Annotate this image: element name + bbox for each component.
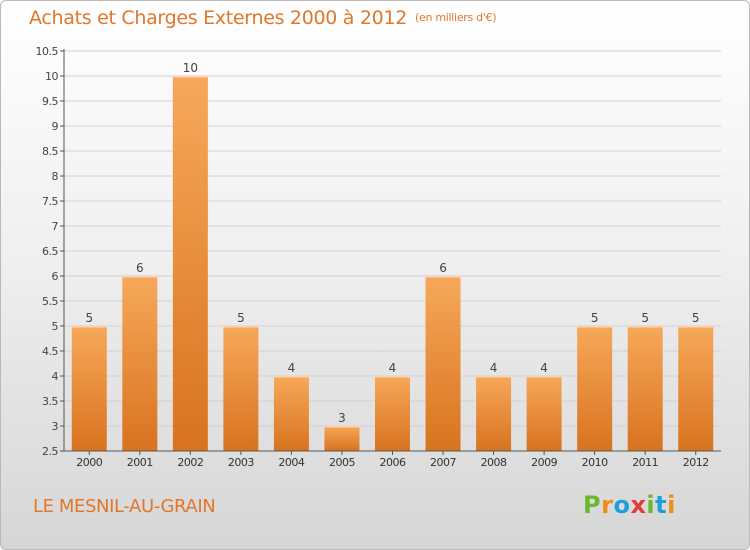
x-tick-label: 2011 [632,456,658,469]
y-tick-label: 8.5 [42,145,58,158]
data-label: 10 [183,61,198,75]
bar-highlight [273,376,309,378]
bars [71,76,714,451]
x-tick-label: 2009 [531,456,557,469]
title-text: Achats et Charges Externes 2000 à 2012 [29,7,408,29]
logo-letter: o [613,491,631,519]
y-tick-label: 9 [52,120,59,133]
proxiti-logo: Proxiti [583,491,676,519]
tick-labels: 2.5 3 3.5 4 4.5 5 5.5 6 6.5 7 7.5 8 8.5 9 9.5 10 10.5 200… [36,45,710,469]
bar [71,326,107,451]
data-label: 6 [136,261,144,275]
bar-highlight [324,426,360,428]
logo-letter: i [646,491,656,519]
x-tick-label: 2002 [177,456,203,469]
data-label: 5 [85,311,93,325]
y-tick-label: 8 [52,170,59,183]
y-tick-label: 7.5 [42,195,58,208]
y-tick-label: 9.5 [42,95,58,108]
bar-highlight [71,326,107,328]
y-tick-label: 3 [52,420,59,433]
bar [375,376,410,451]
x-tick-label: 2012 [683,456,709,469]
data-label: 6 [439,261,447,275]
bar-highlight [678,326,714,328]
bar [324,426,360,451]
bar [122,276,158,451]
bar [526,376,562,451]
title-unit: (en milliers d'€) [415,11,497,24]
logo-letter: x [630,491,647,519]
data-label: 5 [591,311,599,325]
data-label: 3 [338,411,346,425]
data-label: 4 [288,361,296,375]
data-labels: 5 6 10 5 4 3 4 6 4 4 5 5 5 [85,61,699,425]
bar-highlight [375,376,410,378]
y-tick-label: 6.5 [42,245,58,258]
y-tick-label: 2.5 [42,445,58,458]
x-tick-label: 2000 [76,456,102,469]
bar-highlight [122,276,158,278]
data-label: 4 [389,361,397,375]
bar-highlight [526,376,562,378]
x-tick-label: 2005 [329,456,355,469]
x-tick-label: 2003 [228,456,254,469]
bar [273,376,309,451]
bar-highlight [425,276,461,278]
chart-title: Achats et Charges Externes 2000 à 2012 (e… [29,7,497,29]
x-tick-label: 2006 [380,456,406,469]
bar [223,326,259,451]
y-tick-label: 4.5 [42,345,58,358]
bar [577,326,613,451]
data-label: 4 [540,361,548,375]
logo-letter: i [667,491,676,519]
bar-highlight [476,376,512,378]
bar-highlight [172,76,208,78]
y-tick-label: 5 [52,320,59,333]
y-tick-label: 10 [45,70,58,83]
data-label: 5 [641,311,649,325]
axes [60,49,721,455]
bar-highlight [223,326,259,328]
bar-highlight [577,326,613,328]
x-tick-label: 2004 [278,456,304,469]
y-tick-label: 5.5 [42,295,58,308]
bar [425,276,461,451]
y-tick-label: 7 [52,220,59,233]
bar [627,326,663,451]
data-label: 5 [237,311,245,325]
commune-name: LE MESNIL-AU-GRAIN [33,496,216,517]
logo-letter: P [583,491,602,519]
y-tick-label: 4 [52,370,59,383]
x-tick-label: 2008 [481,456,507,469]
y-tick-label: 10.5 [36,45,59,58]
logo-letter: r [601,491,614,519]
x-tick-label: 2007 [430,456,456,469]
bar [678,326,714,451]
bar-highlight [627,326,663,328]
data-label: 4 [490,361,498,375]
logo-letter: t [655,491,668,519]
x-tick-label: 2001 [127,456,153,469]
x-tick-label: 2010 [582,456,608,469]
bar [476,376,512,451]
y-tick-label: 3.5 [42,395,58,408]
y-tick-label: 6 [52,270,59,283]
data-label: 5 [692,311,700,325]
bar [172,76,208,451]
